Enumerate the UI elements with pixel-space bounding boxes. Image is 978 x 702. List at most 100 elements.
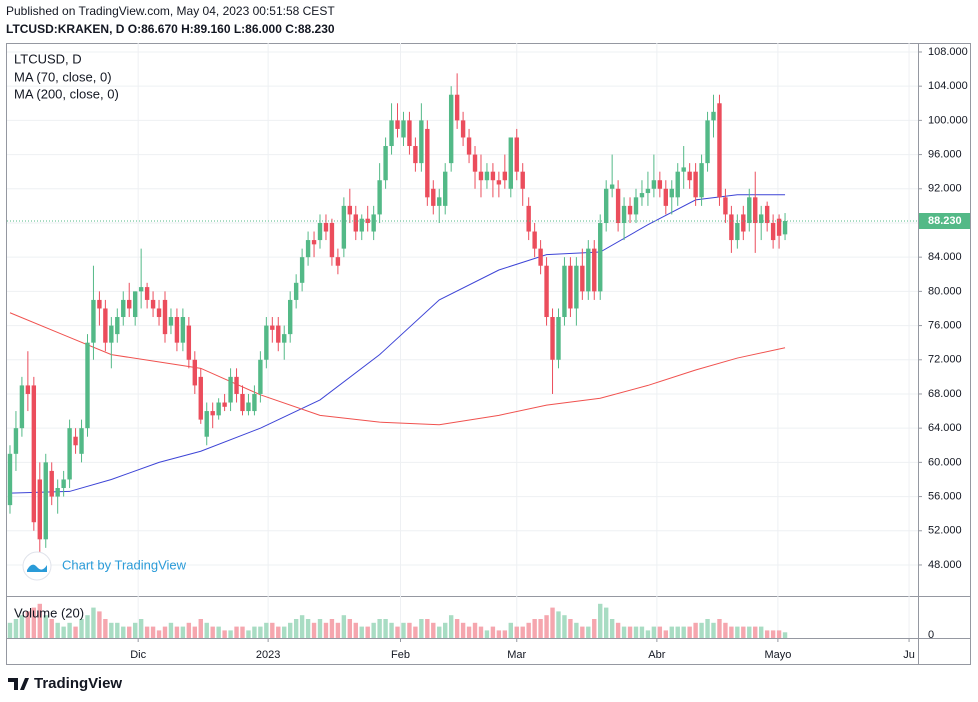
volume-bar (568, 619, 573, 638)
volume-bar (717, 619, 722, 638)
y-tick-label: 100.000 (928, 114, 968, 126)
candle-body (431, 188, 436, 206)
volume-bar (526, 622, 531, 638)
candle-body (413, 146, 418, 164)
candle-body (234, 376, 239, 394)
watermark-wave (27, 564, 47, 572)
volume-bar (639, 626, 645, 638)
labels: LTCUSD, D MA (70, close, 0) MA (200, clo… (8, 46, 970, 692)
candle-body (299, 257, 305, 283)
volume-bar (580, 626, 585, 638)
candle-body (323, 222, 329, 232)
volume-bar (353, 622, 358, 638)
candle-body (657, 180, 663, 189)
candle-body (419, 120, 424, 164)
volume-bar (31, 607, 37, 638)
candle-body (19, 385, 25, 429)
candle-body (747, 197, 752, 223)
volume-bar (180, 626, 186, 638)
candle-body (371, 214, 376, 232)
candle-body (305, 240, 311, 258)
volume-bar (413, 626, 418, 638)
volume-bar (699, 622, 704, 638)
volume-bar (574, 622, 579, 638)
candle-body (73, 436, 78, 446)
volume-bar (276, 626, 281, 638)
candle-body (460, 120, 466, 138)
volume-bar (103, 619, 108, 638)
candle-body (675, 171, 680, 198)
volume-bar (25, 611, 31, 638)
candle-body (103, 308, 108, 343)
volume-bar (132, 622, 138, 638)
volume-bar (264, 622, 269, 638)
volume-bar (192, 626, 198, 638)
candle-body (25, 385, 31, 394)
candle-body (711, 111, 716, 121)
x-tick-label: Mayo (764, 649, 791, 661)
candle-body (669, 188, 674, 198)
volume-bar (335, 622, 341, 638)
moving-average-line (9, 194, 786, 494)
candle-body (693, 171, 698, 198)
last-price-label: 88.230 (928, 215, 962, 227)
candle-body (681, 167, 686, 172)
candle-body (91, 299, 96, 343)
volume-bar (669, 626, 674, 638)
volume-bar (204, 622, 209, 638)
volume-bar (741, 626, 746, 638)
volume-bar (532, 619, 537, 638)
candle-body (526, 205, 531, 232)
candle-body (705, 120, 710, 164)
volume-bar (443, 622, 448, 638)
volume-bar (395, 626, 400, 638)
volume-bar (431, 622, 436, 638)
volume-bar (592, 619, 597, 638)
x-tick-label: Ju (903, 649, 915, 661)
watermark-icon (22, 551, 52, 581)
footer-logo (8, 678, 29, 690)
volume-bar (681, 626, 686, 638)
candle-body (174, 317, 180, 343)
y-tick-label: 96.000 (928, 148, 962, 160)
volume-bar (544, 615, 549, 638)
volume-bar (43, 615, 48, 638)
volume-bar (753, 626, 758, 638)
candle-body (13, 428, 19, 454)
candle-body (127, 299, 132, 309)
volume-bar (466, 626, 472, 638)
volume-bar (645, 630, 651, 638)
candle-body (490, 171, 496, 181)
volume-bar (377, 619, 382, 638)
volume-bar (138, 619, 144, 638)
candle-body (55, 488, 60, 497)
candle-body (496, 180, 502, 185)
candle-body (282, 334, 287, 343)
volume-bar (97, 611, 102, 638)
y-tick-label: 84.000 (928, 251, 962, 263)
volume-bar (156, 630, 162, 638)
candle-body (270, 325, 275, 330)
volume-bar (437, 626, 442, 638)
y-tick-label: 52.000 (928, 525, 962, 537)
volume-bar (37, 603, 42, 638)
candle-body (478, 171, 484, 181)
volume-bar (735, 626, 740, 638)
volume-bar (67, 622, 72, 638)
candle-body (67, 428, 72, 480)
volume-bar (764, 630, 770, 638)
volume-bar (747, 626, 752, 638)
volume-bar (79, 619, 84, 638)
volume-bar (496, 630, 502, 638)
candle-body (729, 214, 734, 241)
candle-body (592, 248, 597, 292)
candle-body (353, 214, 358, 232)
candle-body (520, 171, 525, 189)
candle-body (580, 265, 585, 292)
candle-body (389, 120, 394, 147)
volume-bar (401, 622, 406, 638)
candle-body (156, 308, 162, 318)
candle-body (758, 214, 764, 223)
volume-bar (186, 622, 192, 638)
volume-bar (454, 619, 460, 638)
